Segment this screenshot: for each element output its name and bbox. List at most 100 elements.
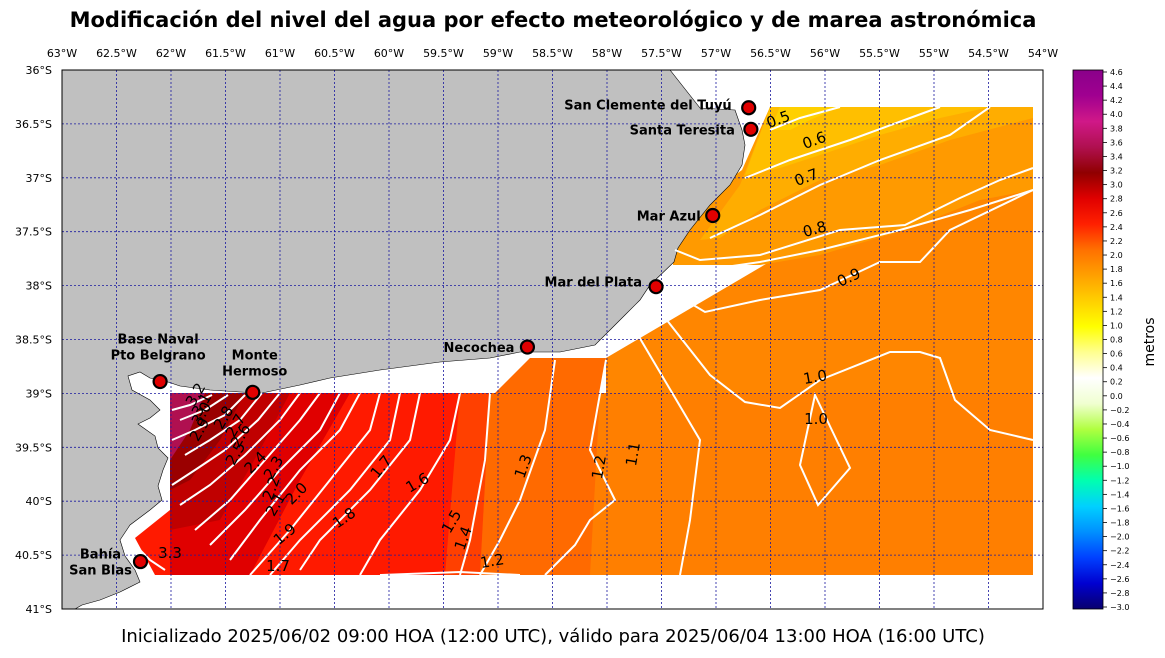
lat-tick-label: 40°S xyxy=(26,495,52,508)
lon-tick-label: 55°W xyxy=(919,47,949,60)
lon-tick-label: 58°W xyxy=(592,47,622,60)
lon-tick-label: 61°W xyxy=(265,47,295,60)
colorbar-tick-label: 4.2 xyxy=(1110,96,1123,105)
colorbar-tick-label: −0.4 xyxy=(1110,420,1129,429)
lat-tick-label: 41°S xyxy=(26,603,52,616)
map-frame xyxy=(61,69,1044,610)
field-0-6 xyxy=(745,107,1033,175)
station-marker[interactable] xyxy=(152,373,168,390)
colorbar-tick-label: −0.8 xyxy=(1110,448,1129,457)
lon-tick-label: 59°W xyxy=(483,47,513,60)
map-area: 0.50.60.70.80.91.01.01.11.21.31.21.41.51… xyxy=(62,70,1043,609)
colorbar-tick-label: 1.8 xyxy=(1110,265,1123,274)
contour-label: 1.0 xyxy=(804,410,828,428)
colorbar-tick-label: 2.8 xyxy=(1110,195,1123,204)
lon-tick-label: 56.5°W xyxy=(750,47,791,60)
colorbar-tick-label: −1.0 xyxy=(1110,462,1129,471)
lat-tick-label: 38°S xyxy=(26,280,52,293)
colorbar-tick-label: 0.4 xyxy=(1110,364,1123,373)
colorbar-tick-label: −1.6 xyxy=(1110,504,1129,513)
station-marker[interactable] xyxy=(519,339,536,355)
station-label: Hermoso xyxy=(222,364,287,379)
lon-tick-label: 60°W xyxy=(374,47,404,60)
lon-tick-label: 58.5°W xyxy=(532,47,573,60)
colorbar-tick-label: −2.0 xyxy=(1110,533,1129,542)
colorbar-tick-label: 4.6 xyxy=(1110,68,1123,77)
colorbar-tick-label: 3.8 xyxy=(1110,124,1123,133)
station-marker[interactable] xyxy=(132,553,149,570)
station-label: Santa Teresita xyxy=(630,123,735,138)
station-label: San Blas xyxy=(69,564,132,579)
colorbar-tick-label: 2.6 xyxy=(1110,209,1123,218)
map-title: Modificación del nivel del agua por efec… xyxy=(69,8,1037,32)
colorbar-tick-label: −2.4 xyxy=(1110,561,1129,570)
colorbar-ticks: 4.6 4.4 4.2 4.0 3.8 3.6 3.4 3.2 3.0 2.8 2.6 2.4 2.2 2… xyxy=(1103,68,1129,612)
contour-label: 1.2 xyxy=(479,550,506,572)
colorbar-tick-label: 3.0 xyxy=(1110,181,1123,190)
graticule xyxy=(62,70,1043,609)
lon-tick-label: 55.5°W xyxy=(859,47,900,60)
colorbar-tick-label: 1.2 xyxy=(1110,307,1123,316)
lat-tick-label: 37°S xyxy=(26,172,52,185)
colorbar-tick-label: 1.4 xyxy=(1110,293,1123,302)
lon-tick-label: 62.5°W xyxy=(96,47,137,60)
colorbar-tick-label: −2.6 xyxy=(1110,575,1129,584)
longitude-ticks: 63°W 62.5°W 62°W 61.5°W 61°W 60.5°W 60°W 59.5°W… xyxy=(47,47,1058,60)
lat-tick-label: 39.5°S xyxy=(15,441,52,454)
contour-label: 1.1 xyxy=(622,441,644,468)
colorbar-tick-label: −1.2 xyxy=(1110,476,1129,485)
colorbar-tick-label: −1.4 xyxy=(1110,490,1129,499)
contour-label: 3.3 xyxy=(158,544,182,562)
colorbar-tick-label: 0.0 xyxy=(1110,392,1123,401)
colorbar: 4.6 4.4 4.2 4.0 3.8 3.6 3.4 3.2 3.0 2.8 2.6 2.4 2.2 2… xyxy=(1072,68,1158,612)
station-marker[interactable] xyxy=(648,279,664,295)
colorbar-tick-label: 3.6 xyxy=(1110,138,1123,147)
station-marker[interactable] xyxy=(741,100,757,116)
station-marker[interactable] xyxy=(705,207,721,224)
station-marker[interactable] xyxy=(245,384,261,400)
colorbar-tick-label: −2.8 xyxy=(1110,589,1129,598)
station-label: Pto Belgrano xyxy=(111,349,206,364)
colorbar-tick-label: 3.4 xyxy=(1110,152,1123,161)
station-label: Mar Azul xyxy=(637,210,701,225)
lon-tick-label: 56°W xyxy=(810,47,840,60)
colorbar-tick-label: −3.0 xyxy=(1110,603,1129,612)
lon-tick-label: 62°W xyxy=(156,47,186,60)
lon-tick-label: 61.5°W xyxy=(205,47,246,60)
lon-tick-label: 60.5°W xyxy=(314,47,355,60)
stations-layer: San Clemente del Tuyú Santa Teresita Mar A… xyxy=(69,99,759,579)
lat-tick-label: 39°S xyxy=(26,387,52,400)
colorbar-tick-label: 1.0 xyxy=(1110,321,1123,330)
station-label: Bahía xyxy=(80,548,121,563)
lon-tick-label: 63°W xyxy=(47,47,77,60)
contour-label: 1.7 xyxy=(266,557,290,575)
station-label: Base Naval xyxy=(118,333,199,348)
colorbar-label: metros xyxy=(1142,317,1158,366)
field-1-3 xyxy=(480,358,606,575)
station-label: San Clemente del Tuyú xyxy=(564,99,731,114)
colorbar-tick-label: 4.0 xyxy=(1110,110,1123,119)
colorbar-tick-label: −1.8 xyxy=(1110,519,1129,528)
latitude-ticks: 36°S 36.5°S 37°S 37.5°S 38°S 38.5°S 39°S 39.5°S… xyxy=(15,64,52,616)
contour-label: 1.0 xyxy=(802,366,829,388)
lat-tick-label: 37.5°S xyxy=(15,226,52,239)
contour-line xyxy=(769,106,841,131)
colorbar-tick-label: 4.4 xyxy=(1110,82,1123,91)
station-marker[interactable] xyxy=(743,121,759,137)
lat-tick-label: 40.5°S xyxy=(15,549,52,562)
colorbar-tick-label: −2.2 xyxy=(1110,547,1129,556)
colorbar-tick-label: −0.6 xyxy=(1110,434,1129,443)
lon-tick-label: 59.5°W xyxy=(423,47,464,60)
footer-caption: Inicializado 2025/06/02 09:00 HOA (12:00… xyxy=(121,626,985,647)
station-label: Mar del Plata xyxy=(545,276,643,291)
lon-tick-label: 57.5°W xyxy=(641,47,682,60)
station-label: Monte xyxy=(232,348,278,363)
field-3-1 xyxy=(170,393,205,460)
colorbar-tick-label: 2.0 xyxy=(1110,251,1123,260)
lat-tick-label: 38.5°S xyxy=(15,334,52,347)
station-label: Necochea xyxy=(444,341,515,356)
lon-tick-label: 54°W xyxy=(1028,47,1058,60)
contour-label: 0.8 xyxy=(801,217,829,241)
field-blas xyxy=(135,510,170,575)
